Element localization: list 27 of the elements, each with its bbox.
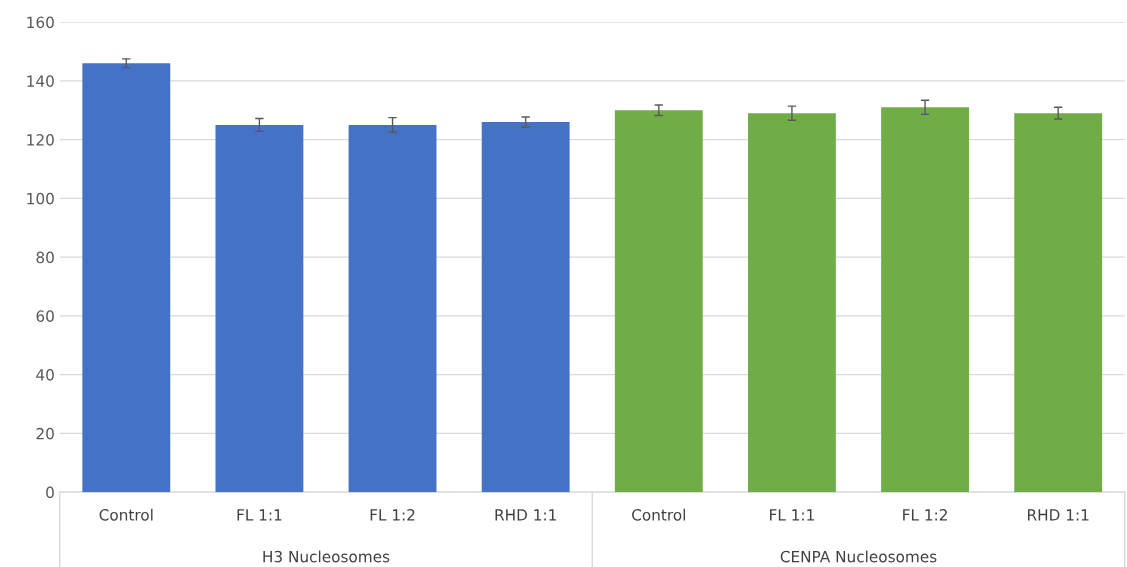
bar — [614, 110, 703, 493]
x-tick-label: FL 1:1 — [770, 509, 814, 521]
y-tick-label: 60 — [36, 310, 54, 322]
bar — [1014, 113, 1103, 493]
x-tick-label: FL 1:2 — [370, 509, 415, 521]
bar — [881, 107, 969, 493]
bar — [82, 63, 171, 493]
x-tick-label: RHD 1:1 — [1028, 509, 1089, 521]
text: CENPA Nucleosomes — [780, 550, 937, 563]
x-tick-label: FL 1:1 — [237, 509, 282, 521]
y-tick-label: 160 — [27, 16, 54, 29]
text: H3 Nucleosomes — [263, 550, 390, 563]
y-tick-label: 0 — [46, 486, 54, 499]
x-tick-label: RHD 1:1 — [495, 509, 556, 521]
bar — [348, 124, 437, 493]
bar — [481, 122, 570, 493]
y-tick-label: 140 — [27, 75, 54, 87]
x-tick-label: FL 1:2 — [903, 509, 947, 521]
y-tick-label: 80 — [36, 251, 54, 264]
y-tick-label: 20 — [36, 427, 54, 440]
x-tick-label: Control — [632, 508, 685, 521]
y-tick-label: 100 — [27, 192, 54, 205]
x-tick-label: Control — [99, 508, 153, 521]
y-tick-label: 120 — [27, 134, 54, 146]
bar — [748, 113, 836, 493]
bar — [215, 124, 304, 493]
y-tick-label: 40 — [36, 369, 54, 381]
